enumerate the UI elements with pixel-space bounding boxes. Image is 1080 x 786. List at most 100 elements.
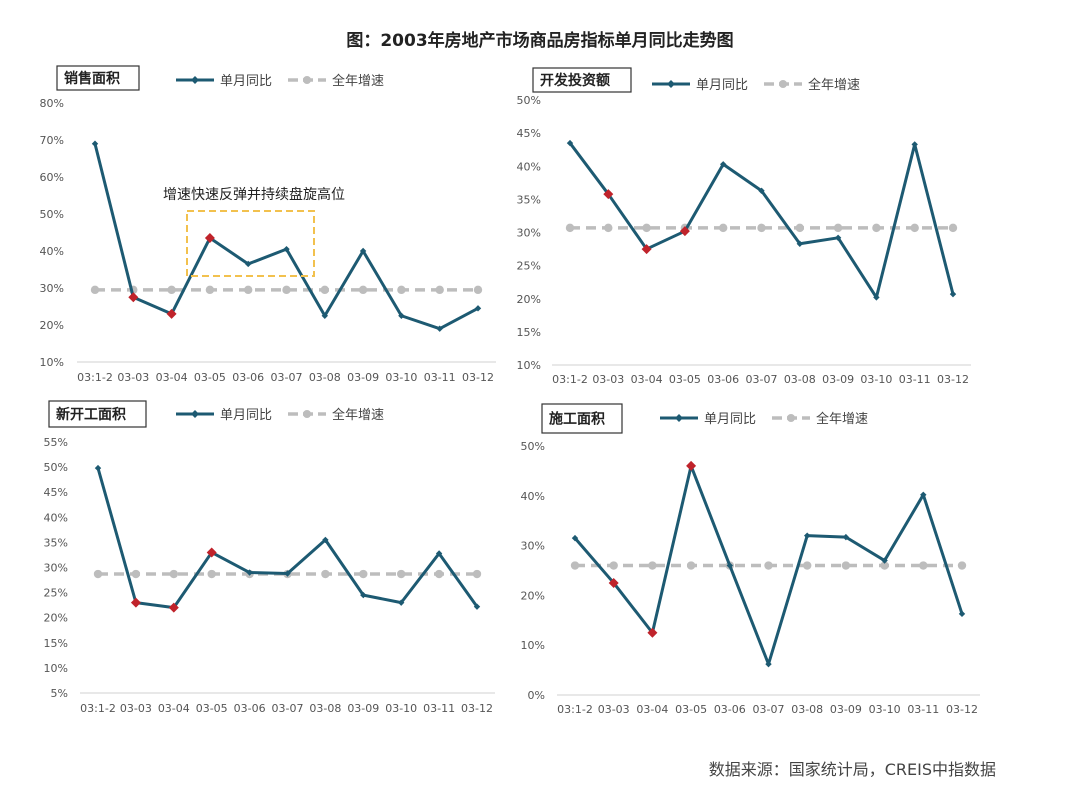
series-annual-point [872, 223, 881, 233]
x-tick-label: 03-07 [272, 702, 304, 715]
y-tick-label: 10% [517, 359, 541, 372]
series-monthly-point [360, 591, 367, 599]
y-tick-label: 5% [51, 687, 68, 700]
x-tick-label: 03:1-2 [552, 373, 588, 386]
series-monthly-point [873, 294, 880, 301]
x-tick-label: 03-04 [631, 373, 663, 386]
legend-monthly-label: 单月同比 [704, 412, 756, 427]
y-tick-label: 40% [44, 511, 68, 524]
y-tick-label: 25% [44, 587, 68, 600]
series-annual-point [434, 569, 444, 579]
x-tick-label: 03-06 [714, 703, 746, 716]
x-tick-label: 03-07 [753, 703, 785, 716]
series-annual-point [397, 569, 406, 579]
x-tick-label: 03-09 [830, 703, 862, 716]
x-tick-label: 03-06 [234, 702, 266, 715]
y-tick-label: 10% [44, 662, 68, 675]
series-monthly-highlight-point [647, 627, 658, 638]
x-tick-label: 03-10 [869, 703, 901, 716]
chart-title: 施工面积 [549, 411, 605, 428]
series-monthly-line [96, 467, 479, 610]
x-tick-label: 03-12 [946, 703, 978, 716]
series-annual-point [880, 561, 889, 570]
series-monthly-point [571, 534, 579, 542]
series-annual-point [473, 285, 483, 295]
series-annual-point [358, 285, 368, 295]
series-annual-point [803, 561, 812, 570]
series-annual-point [764, 561, 773, 570]
y-tick-label: 50% [40, 208, 64, 221]
y-tick-label: 25% [517, 260, 541, 273]
series-annual-point [205, 285, 215, 295]
x-tick-label: 03-08 [309, 702, 341, 715]
series-monthly-highlight-point [130, 597, 141, 608]
series-annual-point [948, 223, 958, 233]
series-annual-point [570, 561, 580, 570]
series-annual-point [833, 223, 843, 233]
legend-annual-label: 全年增速 [816, 411, 868, 427]
series-monthly-point [920, 491, 927, 499]
y-tick-label: 15% [44, 637, 68, 650]
series-annual-point [435, 285, 444, 295]
x-tick-label: 03:1-2 [77, 371, 113, 384]
legend-annual-label: 全年增速 [808, 77, 860, 93]
series-annual-point [472, 569, 482, 579]
series-monthly-line [568, 142, 955, 299]
x-tick-label: 03-03 [117, 371, 149, 384]
legend-annual-label: 全年增速 [332, 407, 384, 423]
series-monthly-point [949, 290, 957, 298]
x-tick-label: 03-06 [232, 371, 264, 384]
series-annual-point [609, 561, 618, 570]
series-monthly-highlight-point [166, 308, 177, 319]
data-source: 数据来源：国家统计局，CREIS中指数据 [708, 760, 996, 779]
x-tick-label: 03-03 [592, 373, 624, 386]
legend-annual-marker [779, 80, 787, 88]
x-tick-label: 03-11 [423, 702, 455, 715]
x-tick-label: 03-07 [271, 371, 303, 384]
series-monthly-point [834, 234, 842, 241]
series-monthly-point [283, 245, 290, 253]
chart-title-box [541, 403, 623, 434]
y-tick-label: 30% [44, 562, 68, 575]
chart-title-box [532, 67, 632, 93]
series-monthly-point [726, 562, 733, 569]
series-annual-point [131, 569, 141, 579]
series-annual-point [167, 285, 176, 295]
y-tick-label: 45% [44, 486, 68, 499]
y-tick-label: 35% [44, 536, 68, 549]
y-tick-label: 15% [517, 326, 541, 339]
legend-annual-marker [787, 414, 795, 422]
series-monthly-point [566, 139, 574, 147]
y-tick-label: 20% [44, 612, 68, 625]
y-tick-label: 10% [521, 639, 545, 652]
series-annual-point [359, 569, 368, 579]
series-annual-point [565, 223, 575, 233]
legend-monthly-label: 单月同比 [696, 78, 748, 93]
series-annual-point [169, 569, 178, 579]
x-tick-label: 03:1-2 [557, 703, 593, 716]
y-tick-label: 30% [517, 227, 541, 240]
y-tick-label: 30% [40, 282, 64, 295]
x-tick-label: 03-03 [120, 702, 152, 715]
series-monthly-point [284, 570, 291, 577]
series-monthly-point [245, 260, 252, 268]
x-tick-label: 03-07 [746, 373, 778, 386]
series-monthly-point [91, 140, 99, 147]
y-tick-label: 35% [517, 193, 541, 206]
series-monthly-highlight-point [641, 244, 652, 255]
y-tick-label: 40% [40, 245, 64, 258]
series-monthly-highlight-point [603, 189, 614, 200]
legend-monthly-marker [675, 414, 683, 422]
series-monthly-point [322, 536, 329, 544]
x-tick-label: 03-09 [347, 371, 379, 384]
series-annual-point [919, 561, 928, 570]
y-tick-label: 0% [528, 689, 545, 702]
chart-title: 开发投资额 [540, 72, 610, 89]
y-tick-label: 40% [521, 490, 545, 503]
y-tick-label: 70% [40, 134, 64, 147]
chart-title: 销售面积 [64, 70, 120, 87]
legend-monthly-marker [191, 76, 199, 84]
annotation-text: 增速快速反弹并持续盘旋高位 [163, 186, 345, 203]
y-tick-label: 20% [521, 589, 545, 602]
